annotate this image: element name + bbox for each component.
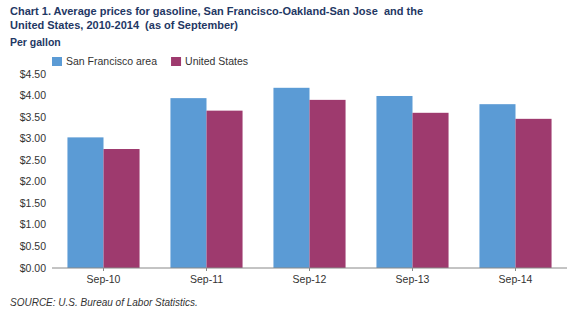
bar [207, 111, 243, 268]
y-tick-label: $1.00 [20, 218, 46, 230]
x-tick [515, 268, 516, 271]
x-tick [206, 268, 207, 271]
bar [479, 104, 515, 268]
y-tick-label: $0.00 [20, 262, 46, 274]
legend-label: San Francisco area [66, 55, 157, 67]
bar [413, 113, 449, 268]
x-tick-label: Sep-11 [190, 273, 223, 285]
y-tick-label: $0.50 [20, 240, 46, 252]
y-tick-label: $1.50 [20, 197, 46, 209]
legend: San Francisco area United States [52, 55, 248, 67]
y-tick-label: $2.50 [20, 154, 46, 166]
y-tick-label: $4.50 [20, 68, 46, 80]
bar [170, 98, 206, 268]
x-tick-label: Sep-10 [87, 273, 121, 285]
source: SOURCE: U.S. Bureau of Labor Statistics. [10, 297, 198, 308]
legend-label: United States [185, 55, 248, 67]
y-axis-label: Per gallon [10, 36, 61, 48]
bar [310, 100, 346, 268]
x-tick-label: Sep-12 [293, 273, 327, 285]
legend-swatch [171, 57, 181, 66]
y-tick-label: $2.00 [20, 175, 46, 187]
bar [104, 149, 140, 268]
y-tick-label: $4.00 [20, 89, 46, 101]
title: Chart 1. Average prices for gasoline, Sa… [10, 5, 423, 17]
chart: Chart 1. Average prices for gasoline, Sa… [0, 0, 579, 312]
x-tick-label: Sep-13 [396, 273, 430, 285]
subtitle: United States, 2010-2014 (as of Septembe… [10, 19, 238, 31]
x-tick [309, 268, 310, 271]
bar [273, 88, 309, 268]
bar [67, 137, 103, 268]
x-tick [103, 268, 104, 271]
bars [67, 88, 551, 268]
y-tick-label: $3.50 [20, 111, 46, 123]
bar [516, 119, 552, 268]
y-tick-label: $3.00 [20, 132, 46, 144]
x-tick-label: Sep-14 [499, 273, 533, 285]
x-tick [412, 268, 413, 271]
legend-swatch [52, 57, 62, 66]
bar [376, 96, 412, 268]
